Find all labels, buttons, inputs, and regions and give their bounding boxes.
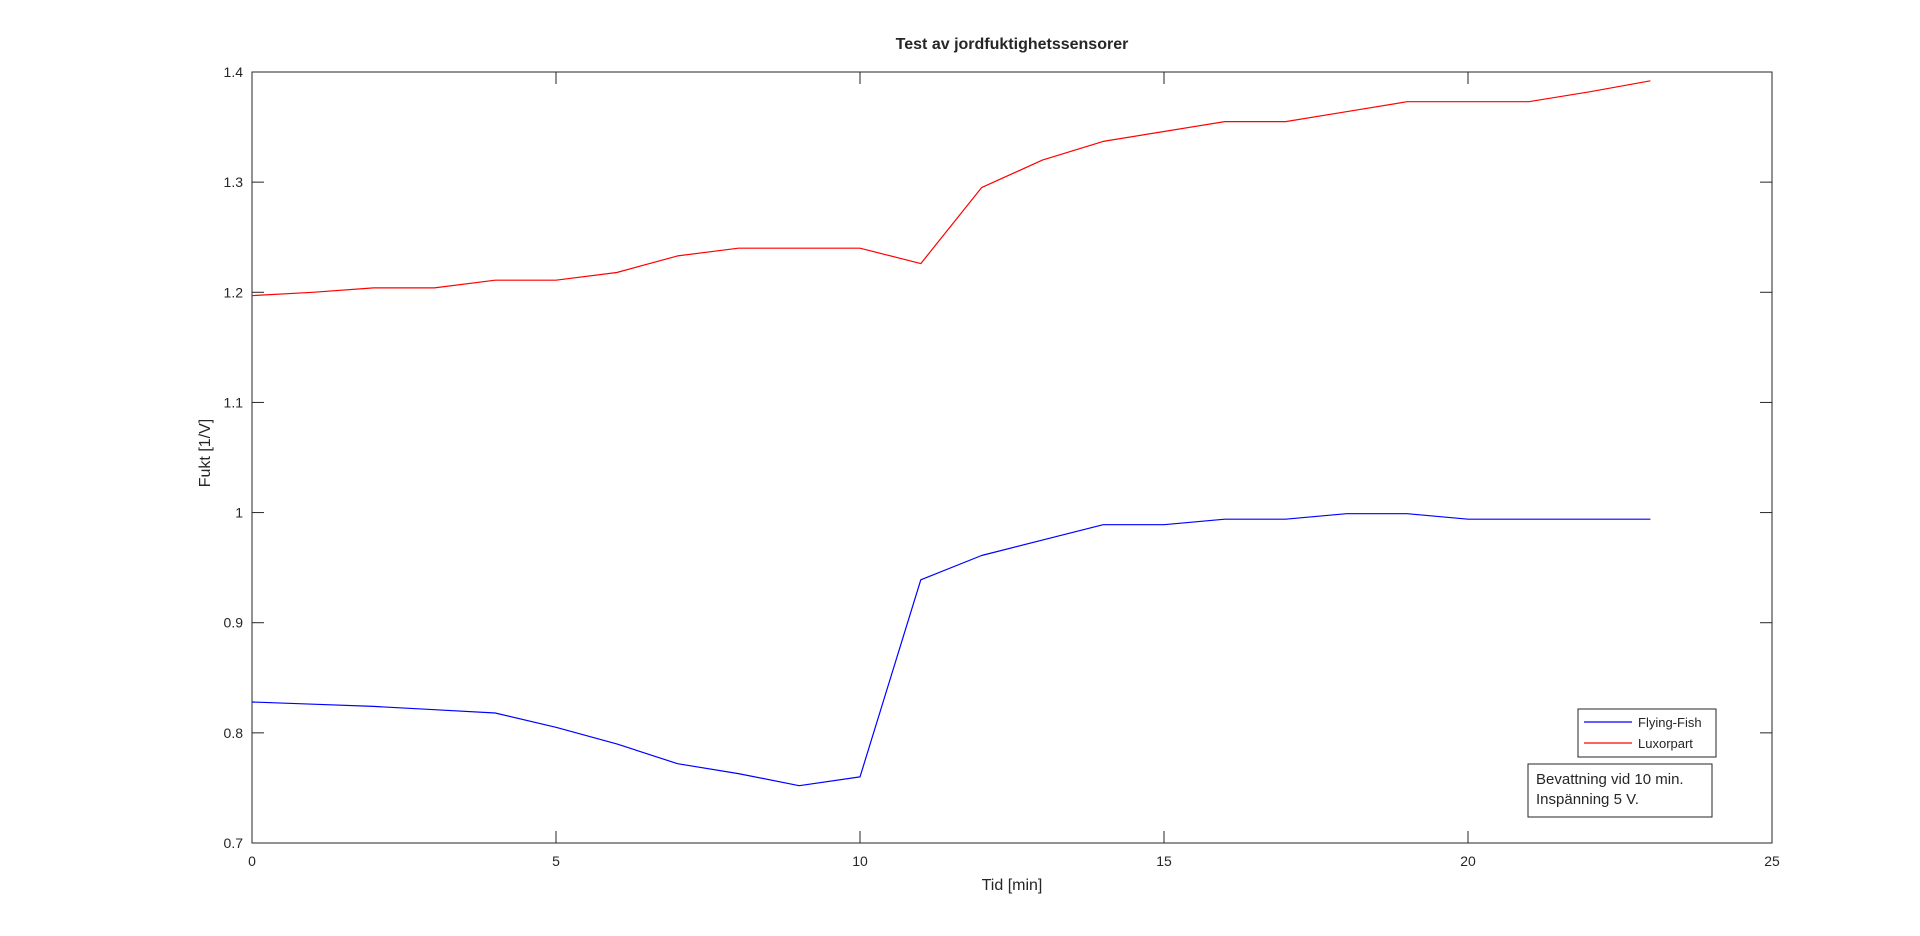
annotation-frame [1527,763,1713,818]
y-tick-label: 1.2 [224,284,244,300]
legend-label: Flying-Fish [1638,715,1702,730]
plot-area [251,71,1773,844]
y-tick-label: 1.4 [224,64,244,80]
x-tick-label: 10 [852,853,868,869]
annotation-line: Bevattning vid 10 min. [1536,771,1684,788]
legend-label: Luxorpart [1638,736,1693,751]
annotation-line: Inspänning 5 V. [1536,791,1639,808]
y-tick-label: 0.9 [224,615,244,631]
annotation-box: Bevattning vid 10 min. Inspänning 5 V. [1527,763,1713,818]
x-tick-label: 0 [248,853,256,869]
chart-title: Test av jordfuktighetssensorer [896,36,1129,53]
x-tick-label: 5 [552,853,560,869]
x-axis-label: Tid [min] [982,877,1043,894]
x-tick-label: 25 [1764,853,1780,869]
y-tick-label: 1.1 [224,394,244,410]
y-axis-label: Fukt [1/V] [197,419,214,487]
x-tick-label: 15 [1156,853,1172,869]
y-tick-label: 1.3 [224,174,244,190]
axes-box [251,71,1773,844]
y-tick-label: 0.7 [224,835,244,851]
series-layer [251,80,1651,787]
legend-box [1577,708,1717,758]
series-line-flying-fish [251,513,1651,787]
y-tick-label: 0.8 [224,725,244,741]
x-tick-label: 20 [1460,853,1476,869]
legend: Flying-Fish Luxorpart [1577,708,1717,758]
ticks-layer: 0 5 10 15 20 25 0.7 0.8 0.9 1 1.1 1.2 1.3 1.4 [224,64,1780,869]
y-tick-label: 1 [235,505,243,521]
series-line-luxorpart [251,80,1651,297]
